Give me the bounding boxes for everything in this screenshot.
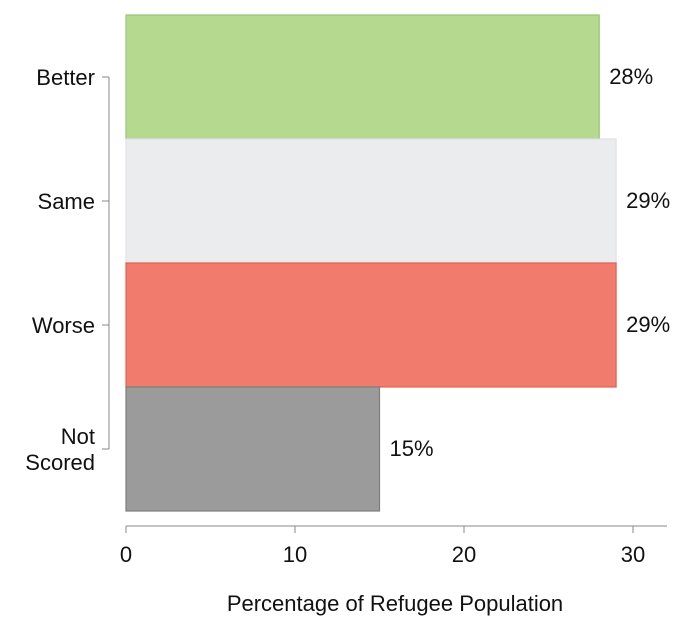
y-tick-label-same: Same [38,189,95,214]
bars-group [125,14,617,512]
value-label-worse: 29% [626,312,670,337]
value-label-not-scored: 15% [390,436,434,461]
bar-not-scored [125,386,381,512]
x-tick-label-20: 20 [452,542,476,567]
y-tick-label-not-scored-2: Scored [25,450,95,475]
bar-same [125,138,617,264]
x-axis-title: Percentage of Refugee Population [227,591,563,616]
bar-worse [125,262,617,388]
y-tick-label-not-scored-1: Not [61,424,95,449]
x-tick-label-10: 10 [283,542,307,567]
y-tick-label-worse: Worse [32,313,95,338]
x-tick-label-0: 0 [120,542,132,567]
x-tick-label-30: 30 [621,542,645,567]
x-axis: 0 10 20 30 [120,525,667,567]
y-tick-label-better: Better [36,65,95,90]
value-labels-group: 28% 29% 29% 15% [390,64,671,461]
bar-better [125,14,600,140]
value-label-better: 28% [609,64,653,89]
value-label-same: 29% [626,188,670,213]
